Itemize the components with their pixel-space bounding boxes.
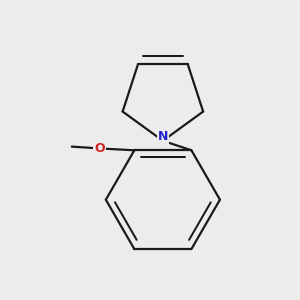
Text: N: N xyxy=(158,130,168,143)
Text: O: O xyxy=(94,142,105,155)
